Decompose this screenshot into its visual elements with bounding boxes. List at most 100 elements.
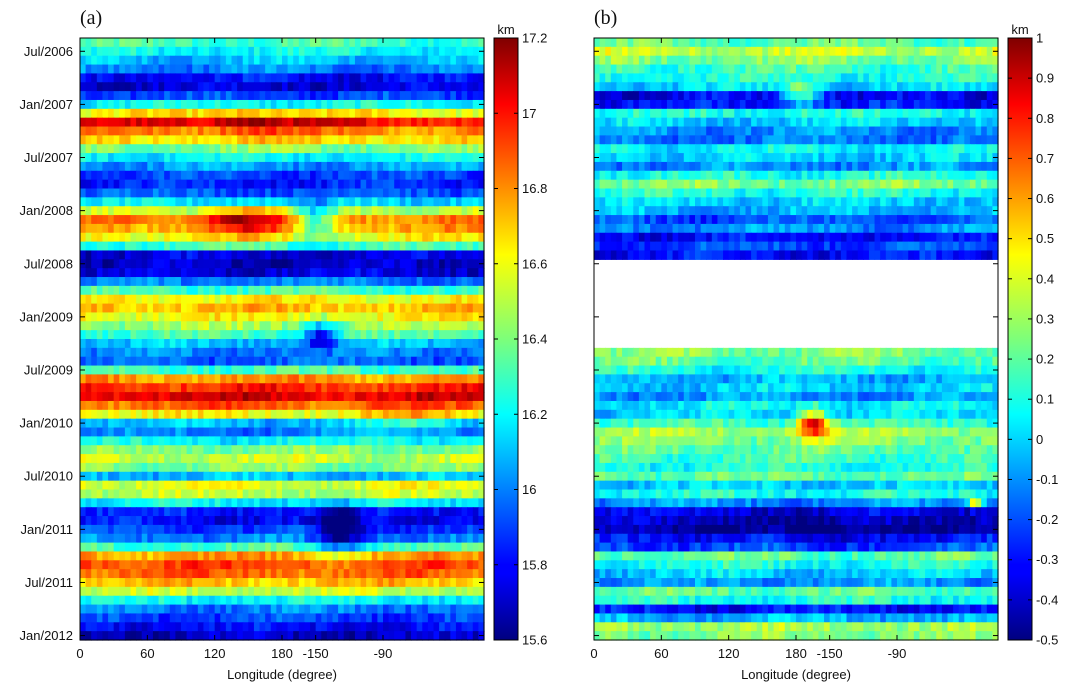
heatmap-a-cell: [225, 604, 233, 615]
heatmap-a-cell: [366, 374, 373, 384]
heatmap-a-cell: [96, 613, 104, 623]
heatmap-a-cell: [388, 551, 395, 561]
heatmap-a-cell: [130, 91, 137, 101]
heatmap-a-cell: [96, 578, 104, 588]
heatmap-a-cell: [181, 551, 188, 561]
heatmap-a-cell: [102, 409, 109, 420]
heatmap-a-cell: [310, 516, 317, 526]
heatmap-a-cell: [231, 365, 238, 376]
heatmap-a-cell: [102, 551, 109, 561]
heatmap-a-cell: [343, 277, 350, 287]
heatmap-a-cell: [366, 223, 373, 234]
heatmap-a-cell: [472, 613, 479, 623]
heatmap-a-cell: [253, 427, 261, 437]
heatmap-a-cell: [304, 108, 311, 119]
heatmap-a-cell: [102, 46, 109, 57]
heatmap-a-cell: [360, 303, 367, 314]
heatmap-a-cell: [304, 524, 311, 535]
heatmap-a-cell: [158, 91, 165, 101]
heatmap-a-cell: [427, 144, 435, 154]
heatmap-a-cell: [164, 516, 171, 526]
heatmap-a-cell: [214, 427, 221, 437]
heatmap-a-row: [80, 277, 485, 287]
heatmap-a-cell: [427, 268, 435, 278]
heatmap-a-cell: [181, 99, 188, 110]
heatmap-a-cell: [130, 312, 137, 322]
heatmap-a-cell: [321, 108, 328, 119]
heatmap-a-cell: [152, 82, 160, 92]
heatmap-a-cell: [209, 259, 216, 269]
heatmap-a-cell: [326, 188, 334, 198]
heatmap-a-cell: [293, 578, 300, 588]
heatmap-a-cell: [422, 117, 429, 128]
heatmap-a-cell: [383, 427, 390, 437]
heatmap-a-cell: [124, 161, 132, 172]
heatmap-a-cell: [467, 108, 474, 119]
heatmap-a-cell: [214, 294, 221, 305]
heatmap-a-row: [80, 471, 485, 482]
heatmap-a-cell: [383, 595, 390, 606]
heatmap-a-cell: [315, 91, 322, 101]
heatmap-a-cell: [388, 179, 395, 190]
heatmap-a-cell: [181, 542, 188, 553]
heatmap-a-cell: [152, 365, 160, 376]
heatmap-a-cell: [259, 471, 266, 482]
heatmap-a-cell: [209, 55, 216, 66]
heatmap-a-cell: [399, 392, 407, 402]
heatmap-a-cell: [427, 498, 435, 508]
heatmap-a-cell: [383, 223, 390, 234]
heatmap-a-cell: [433, 117, 440, 128]
heatmap-a-cell: [455, 392, 463, 402]
heatmap-a-cell: [315, 516, 322, 526]
heatmap-a-cell: [147, 374, 154, 384]
heatmap-a-cell: [326, 604, 334, 615]
heatmap-a-cell: [158, 383, 165, 393]
heatmap-a-cell: [237, 489, 244, 499]
heatmap-a-cell: [253, 356, 261, 367]
heatmap-a-cell: [444, 126, 451, 136]
heatmap-a-cell: [85, 241, 92, 252]
heatmap-a-cell: [192, 161, 199, 172]
heatmap-a-cell: [136, 126, 143, 136]
heatmap-a-cell: [360, 285, 367, 296]
heatmap-a-cell: [192, 374, 199, 384]
heatmap-a-cell: [377, 400, 384, 411]
heatmap-a-cell: [304, 595, 311, 606]
heatmap-a-cell: [321, 330, 328, 340]
heatmap-a-cell: [108, 179, 115, 190]
heatmap-a-cell: [203, 427, 210, 437]
heatmap-a-cell: [399, 507, 407, 517]
heatmap-a-cell: [169, 197, 176, 207]
heatmap-a-cell: [444, 153, 451, 163]
heatmap-a-cell: [147, 99, 154, 110]
heatmap-a-cell: [478, 436, 485, 446]
heatmap-a-cell: [108, 427, 115, 437]
heatmap-a-cell: [231, 418, 238, 429]
heatmap-a-cell: [433, 365, 440, 376]
heatmap-a-cell: [147, 392, 154, 402]
heatmap-a-cell: [119, 507, 126, 517]
heatmap-a-cell: [231, 197, 238, 207]
heatmap-a-cell: [237, 215, 244, 225]
heatmap-a-cell: [152, 64, 160, 75]
heatmap-a-cell: [259, 303, 266, 314]
heatmap-a-cell: [383, 321, 390, 331]
heatmap-a-cell: [422, 586, 429, 597]
heatmap-a-cell: [444, 215, 451, 225]
heatmap-a-cell: [467, 551, 474, 561]
heatmap-a-cell: [130, 631, 137, 641]
heatmap-a-cell: [259, 339, 266, 349]
heatmap-a-cell: [472, 604, 479, 615]
heatmap-a-cell: [427, 383, 435, 393]
heatmap-a-cell: [192, 126, 199, 136]
heatmap-a-cell: [158, 480, 165, 491]
heatmap-a-cell: [96, 64, 104, 75]
heatmap-a-cell: [192, 46, 199, 57]
heatmap-a-cell: [338, 631, 345, 641]
heatmap-a-cell: [360, 613, 367, 623]
heatmap-a-cell: [450, 436, 457, 446]
heatmap-a-cell: [394, 268, 401, 278]
heatmap-a-cell: [119, 560, 126, 570]
heatmap-a-cell: [450, 471, 457, 482]
heatmap-a-cell: [467, 533, 474, 544]
